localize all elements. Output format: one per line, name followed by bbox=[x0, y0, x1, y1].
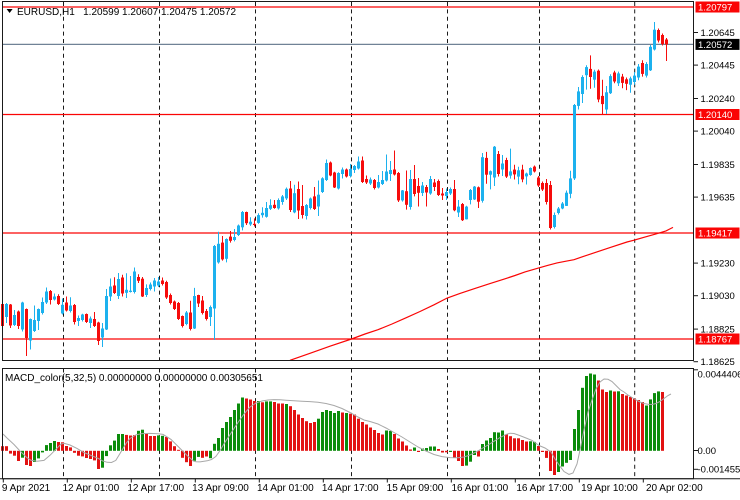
svg-text:16 Apr 17:00: 16 Apr 17:00 bbox=[516, 483, 573, 494]
svg-text:-0.0014559: -0.0014559 bbox=[698, 465, 740, 476]
svg-text:9 Apr 2021: 9 Apr 2021 bbox=[2, 483, 51, 494]
svg-text:1.18767: 1.18767 bbox=[698, 334, 732, 345]
svg-text:13 Apr 09:00: 13 Apr 09:00 bbox=[192, 483, 249, 494]
svg-text:1.20140: 1.20140 bbox=[698, 110, 732, 121]
svg-text:14 Apr 01:00: 14 Apr 01:00 bbox=[257, 483, 314, 494]
svg-text:12 Apr 17:00: 12 Apr 17:00 bbox=[127, 483, 184, 494]
svg-text:16 Apr 01:00: 16 Apr 01:00 bbox=[451, 483, 508, 494]
svg-text:1.20240: 1.20240 bbox=[701, 94, 735, 105]
svg-text:1.18825: 1.18825 bbox=[701, 325, 735, 336]
svg-text:1.19030: 1.19030 bbox=[701, 291, 735, 302]
svg-text:1.18625: 1.18625 bbox=[701, 357, 735, 368]
svg-text:14 Apr 17:00: 14 Apr 17:00 bbox=[322, 483, 379, 494]
svg-text:19 Apr 10:00: 19 Apr 10:00 bbox=[581, 483, 638, 494]
svg-text:1.20645: 1.20645 bbox=[701, 28, 735, 39]
svg-text:1.19835: 1.19835 bbox=[701, 160, 735, 171]
svg-text:0.0044406: 0.0044406 bbox=[698, 370, 740, 381]
svg-text:EURUSD,H1 1.20599 1.20607 1.: EURUSD,H1 1.20599 1.20607 1.20475 1.2057… bbox=[17, 7, 236, 18]
svg-text:1.20572: 1.20572 bbox=[698, 40, 732, 51]
svg-text:15 Apr 09:00: 15 Apr 09:00 bbox=[387, 483, 444, 494]
svg-text:MACD_color(5,32,5) 0.00000000: MACD_color(5,32,5) 0.00000000 0.00000000… bbox=[5, 373, 263, 384]
svg-text:1.20040: 1.20040 bbox=[701, 127, 735, 138]
svg-text:0.00: 0.00 bbox=[698, 446, 717, 457]
svg-text:12 Apr 01:00: 12 Apr 01:00 bbox=[62, 483, 119, 494]
svg-text:1.19230: 1.19230 bbox=[701, 259, 735, 270]
svg-text:1.19417: 1.19417 bbox=[698, 228, 732, 239]
svg-text:20 Apr 02:00: 20 Apr 02:00 bbox=[646, 483, 703, 494]
svg-text:1.19635: 1.19635 bbox=[701, 193, 735, 204]
svg-text:1.20445: 1.20445 bbox=[701, 61, 735, 72]
svg-text:1.20797: 1.20797 bbox=[698, 2, 732, 13]
